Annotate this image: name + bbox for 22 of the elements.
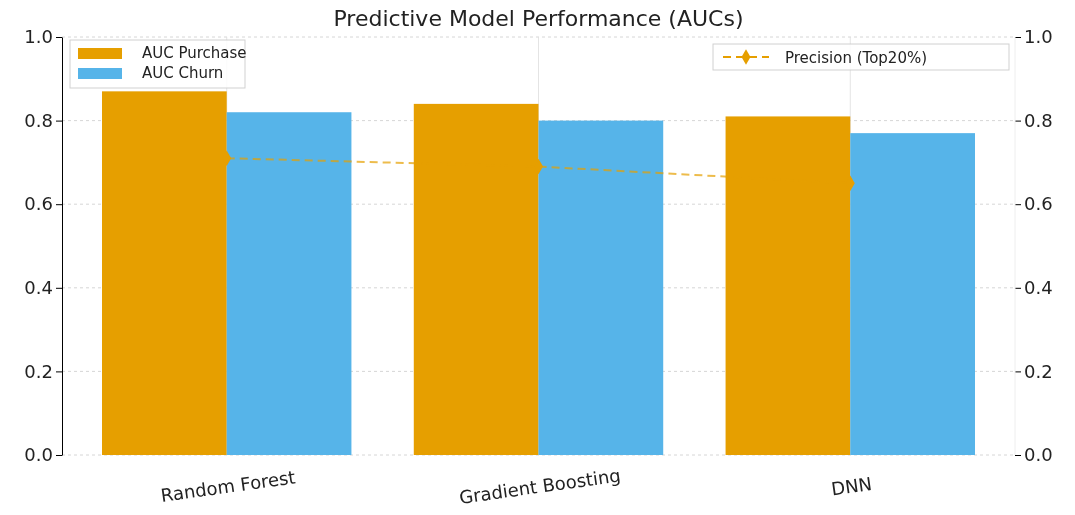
y2-tick-label: 0.6 xyxy=(1024,193,1053,215)
y2-tick-label: 0.2 xyxy=(1024,360,1053,382)
y2-tick-label: 1.0 xyxy=(1024,26,1053,48)
y-tick-label: 0.2 xyxy=(24,360,53,382)
y-tick-label: 0.6 xyxy=(24,193,53,215)
y-tick-label: 0.0 xyxy=(24,444,53,466)
y2-tick-label: 0.8 xyxy=(1024,109,1053,131)
bar xyxy=(226,112,352,455)
y-tick-label: 0.4 xyxy=(24,277,53,299)
bar xyxy=(538,120,664,455)
bar xyxy=(850,133,975,455)
y2-tick-label: 0.4 xyxy=(1024,277,1053,299)
x-tick-label: Gradient Boosting xyxy=(457,464,622,508)
legend-label: AUC Churn xyxy=(142,64,224,82)
x-tick-label: Random Forest xyxy=(159,466,297,507)
x-tick-label: DNN xyxy=(829,472,874,500)
chart-title: Predictive Model Performance (AUCs) xyxy=(333,6,744,31)
y-tick-label: 1.0 xyxy=(24,26,53,48)
y-tick-label: 0.8 xyxy=(24,109,53,131)
legend-label: Precision (Top20%) xyxy=(785,49,928,67)
legend-label: AUC Purchase xyxy=(142,44,247,62)
y2-tick-label: 0.0 xyxy=(1024,444,1053,466)
